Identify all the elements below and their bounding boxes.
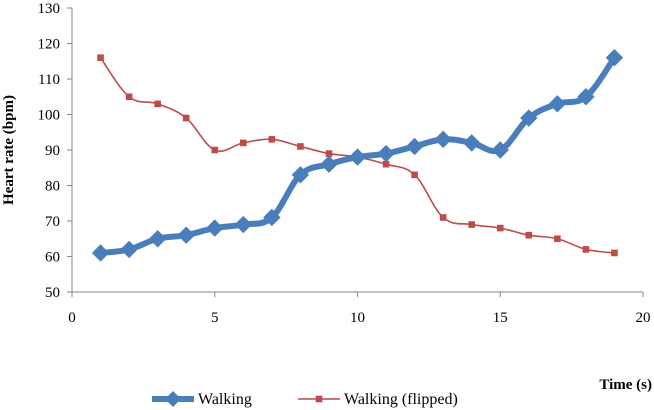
y-tick-label: 100	[38, 108, 61, 124]
legend-item-walking-flipped: Walking (flipped)	[298, 391, 458, 408]
series-walking	[91, 48, 624, 262]
y-axis-label: Heart rate (bpm)	[1, 95, 17, 205]
y-tick-label: 120	[38, 37, 61, 53]
walking-point	[320, 155, 338, 173]
walking-flipped-point	[439, 214, 447, 221]
walking-flipped-point	[525, 231, 533, 239]
walking-point	[234, 215, 253, 234]
walking-flipped-point	[182, 114, 190, 122]
walking-flipped-point	[582, 246, 590, 253]
walking-point	[177, 226, 195, 244]
walking-point	[462, 134, 481, 152]
walking-point	[377, 144, 395, 163]
legend-item-walking: Walking	[152, 391, 252, 408]
walking-flipped-point	[297, 143, 304, 150]
walking-flipped-point	[268, 136, 276, 143]
walking-flipped-point	[154, 100, 161, 108]
legend-label: Walking	[198, 391, 252, 408]
x-axis-label: Time (s)	[599, 377, 652, 393]
legend-label: Walking (flipped)	[344, 391, 458, 408]
legend-marker	[315, 395, 323, 403]
walking-flipped-point	[496, 224, 504, 232]
walking-point	[263, 208, 281, 227]
y-tick-label: 90	[45, 143, 60, 159]
walking-point	[434, 130, 452, 149]
walking-flipped-point	[382, 160, 390, 168]
walking-point	[148, 230, 167, 248]
walking-point	[491, 141, 509, 159]
walking-flipped-point	[468, 221, 475, 228]
walking-point	[577, 88, 595, 106]
walking-point	[405, 137, 424, 156]
y-tick-label: 50	[45, 285, 60, 301]
walking-flipped-point	[125, 93, 133, 101]
y-tick-label: 130	[38, 1, 61, 17]
y-tick-label: 60	[45, 250, 60, 266]
legend: Walking Walking (flipped)	[152, 391, 458, 408]
y-tick-label: 80	[45, 179, 60, 195]
x-tick-label: 5	[211, 310, 219, 326]
walking-flipped-point	[411, 171, 418, 179]
x-tick-label: 20	[636, 310, 651, 326]
walking-flipped-point	[325, 150, 333, 157]
walking-flipped-point	[240, 139, 247, 147]
x-tick-label: 15	[493, 310, 508, 326]
legend-marker	[165, 391, 181, 407]
walking-point	[291, 166, 310, 184]
walking-point	[348, 148, 367, 166]
walking-flipped-point	[97, 54, 104, 61]
walking-point	[520, 109, 538, 127]
series-layer	[91, 48, 624, 262]
walking-flipped-point	[211, 146, 219, 154]
x-axis-ticks: 0 5 10 15 20	[68, 292, 651, 326]
y-axis-ticks: 50 60 70 80 90 100 110 120 130	[38, 1, 72, 301]
x-tick-label: 10	[350, 310, 365, 326]
walking-point	[120, 240, 138, 259]
y-tick-label: 110	[38, 72, 60, 88]
walking-point	[91, 244, 110, 262]
x-tick-label: 0	[68, 310, 76, 326]
walking-flipped-point	[554, 235, 561, 243]
walking-point	[206, 219, 224, 237]
y-tick-label: 70	[45, 214, 60, 230]
walking-point	[548, 95, 567, 113]
walking-point	[605, 48, 624, 67]
walking-flipped-point	[611, 249, 618, 257]
